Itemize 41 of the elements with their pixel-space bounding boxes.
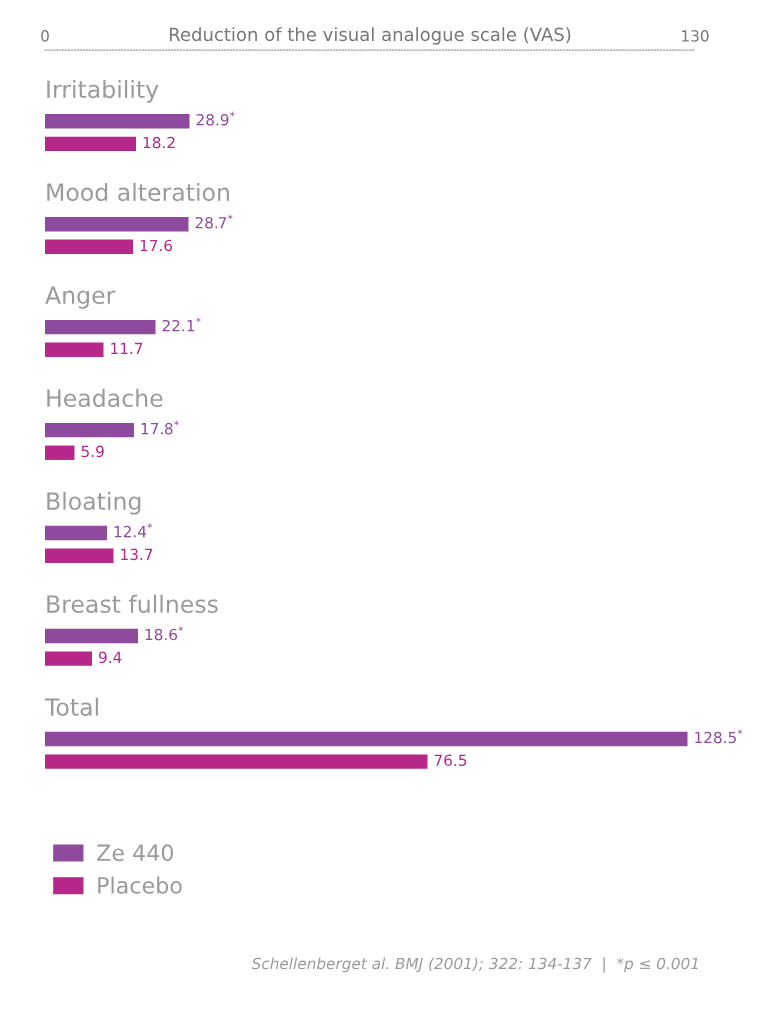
data-label: 11.7 — [111, 342, 143, 354]
x-axis-title: Reduction of the visual analogue scale (VAS) — [169, 27, 571, 45]
bar — [45, 548, 114, 563]
x-tick-label: 130 — [682, 30, 709, 42]
bar — [45, 319, 156, 335]
text: Schellenberget al. BMJ (2001); 322: 134-137 | *p ≤ 0.001 — [251, 957, 698, 973]
data-label: 22.1$^{*}$ — [162, 317, 201, 332]
bar — [45, 342, 104, 357]
data-label: 17.8$^{*}$ — [141, 420, 179, 435]
bar — [45, 754, 428, 769]
y-tick-label: Breast fullness — [47, 594, 218, 613]
bar — [45, 651, 92, 666]
bar — [45, 422, 134, 438]
bar — [45, 445, 75, 460]
data-label: 9.4 — [98, 651, 122, 664]
bar — [45, 114, 190, 129]
data-label: 128.5$^{*}$ — [695, 729, 743, 744]
data-label: 76.5 — [434, 754, 467, 767]
y-tick-label: Headache — [47, 388, 163, 408]
data-label: 18.2 — [143, 136, 175, 149]
y-tick-label: Total — [44, 697, 98, 716]
legend-label: Placebo — [98, 876, 182, 894]
data-label: 17.6 — [140, 239, 173, 252]
bar — [45, 216, 189, 232]
y-tick-label: Mood alteration — [47, 182, 229, 202]
x-tick-label: 0 — [41, 30, 49, 42]
data-label: 5.9 — [81, 445, 104, 458]
legend-label: Ze 440 — [97, 844, 174, 862]
y-tick-label: Bloating — [47, 491, 141, 515]
y-tick-label: Irritability — [47, 79, 159, 103]
data-label: 12.4$^{*}$ — [114, 523, 153, 538]
bar — [45, 525, 107, 541]
bar — [45, 239, 133, 255]
data-label: 13.7 — [121, 548, 153, 561]
bar — [45, 628, 138, 644]
bar — [45, 731, 688, 747]
data-label: 28.9$^{*}$ — [196, 111, 235, 126]
bar — [45, 136, 136, 152]
data-label: 28.7$^{*}$ — [195, 214, 233, 229]
y-tick-label: Anger — [45, 286, 116, 309]
data-label: 18.6$^{*}$ — [145, 626, 184, 641]
